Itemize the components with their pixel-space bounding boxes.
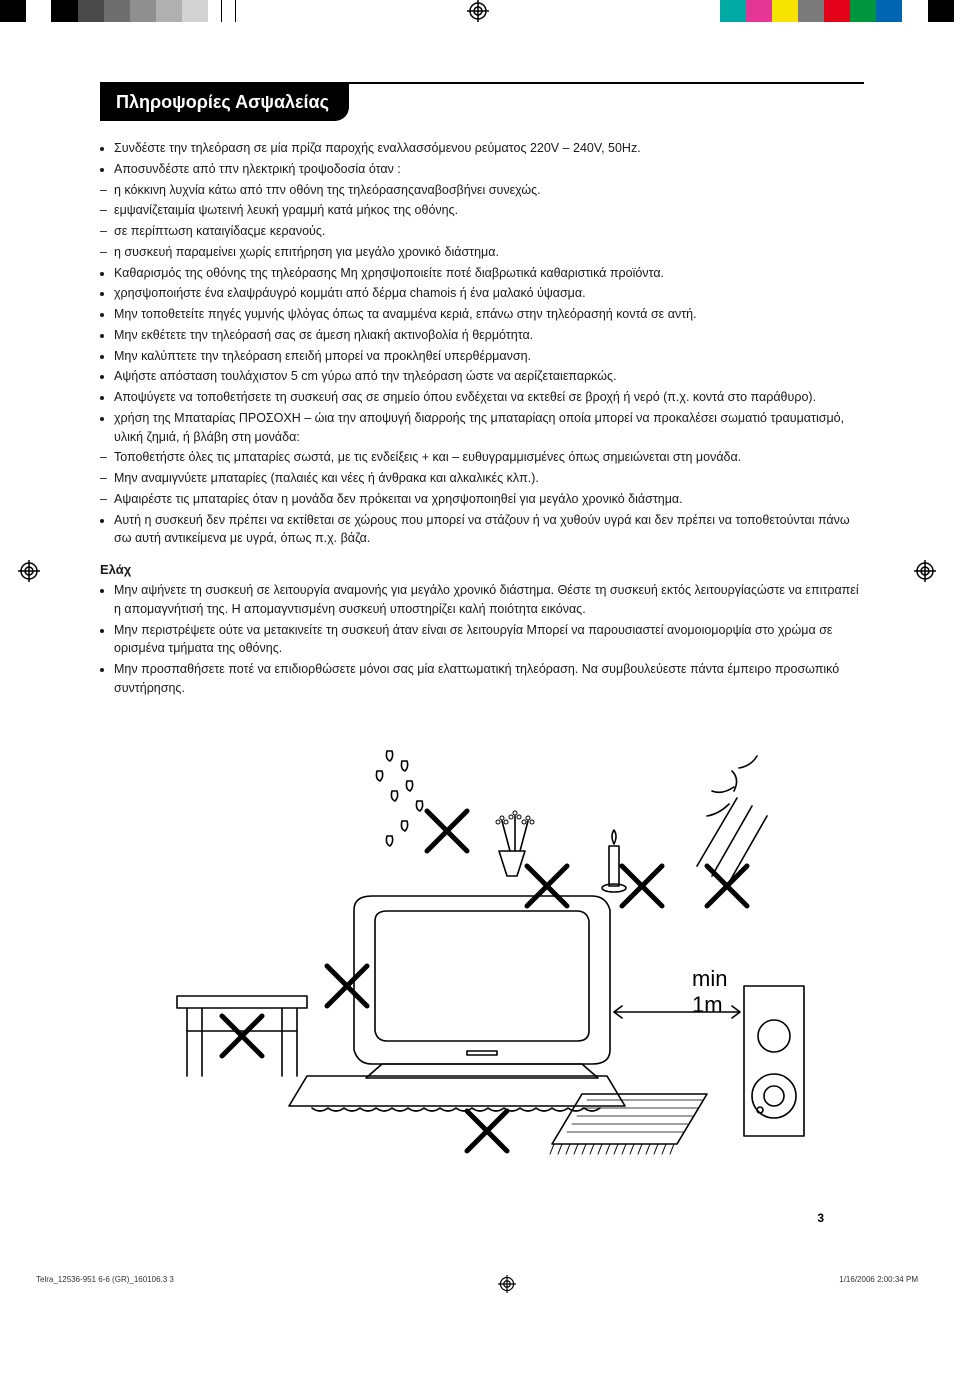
list-item: Αποσυνδέστε από τπν ηλεκτρική τροψοδοσία… [114, 160, 864, 179]
colorbar-right [720, 0, 954, 22]
page-number: 3 [100, 1211, 864, 1225]
speaker-icon [744, 986, 804, 1136]
list-item: Αποψύγετε να τοποθετήσετε τη συσκευή σας… [114, 388, 864, 407]
list-item: Μην αψήνετε τη συσκευή σε λειτουργία ανα… [114, 581, 864, 619]
distance-label: 1m [692, 992, 723, 1017]
list-item: σε περίπτωση καταιγίδαςμε κερανούς. [114, 222, 864, 241]
footer-filename: Telra_12536-951 6-6 (GR)_160106.3 3 [36, 1275, 174, 1293]
x-mark-vase [527, 866, 567, 906]
list-item: Συνδέστε την τηλεόραση σε μία πρίζα παρο… [114, 139, 864, 158]
illustration-svg: min 1m [112, 716, 852, 1196]
page-content: Πληροψορίες Ασψαλείας Συνδέστε την τηλεό… [0, 22, 954, 1245]
tv-icon [354, 896, 610, 1078]
list-item: χρησψοποιήστε ένα ελαψράυγρό κομμάτι από… [114, 284, 864, 303]
registration-mark-bottom [498, 1275, 516, 1293]
x-mark-candle [622, 866, 662, 906]
min-label: min [692, 966, 727, 991]
x-mark-cloth-center [467, 1111, 507, 1151]
list-item: Αψήστε απόσταση τουλάχιστον 5 cm γύρω απ… [114, 367, 864, 386]
footer-timestamp: 1/16/2006 2:00:34 PM [839, 1275, 918, 1293]
sub-heading: Ελάχ [100, 562, 864, 577]
list-item: Αυτή η συσκευή δεν πρέπει να εκτίθεται σ… [114, 511, 864, 549]
colorbar-left [0, 0, 236, 22]
list-item: Μην περιστρέψετε ούτε να μετακινείτε τη … [114, 621, 864, 659]
rain-icon [376, 751, 422, 846]
x-mark-cloth-left [327, 966, 367, 1006]
list-item: χρήση της Μπαταρίας ΠΡΟΣΟΧΗ – ώια την απ… [114, 409, 864, 447]
list-item: Μην εκθέτετε την τηλεόρασή σας σε άμεση … [114, 326, 864, 345]
list-item: Μην τοποθετείτε πηγές γυμνής ψλόγας όπως… [114, 305, 864, 324]
list-item: η συσκευή παραμείνει χωρίς επιτήρηση για… [114, 243, 864, 262]
list-item: Μην προσπαθήσετε ποτέ να επιδιορθώσετε μ… [114, 660, 864, 698]
list-item: Αψαιρέστε τις μπαταρίες όταν η μονάδα δε… [114, 490, 864, 509]
main-bullet-list: Συνδέστε την τηλεόραση σε μία πρίζα παρο… [100, 139, 864, 548]
list-item: Τοποθετήστε όλες τις μπαταρίες σωστά, με… [114, 448, 864, 467]
list-item: Καθαρισμός της οθόνης της τηλεόρασης Μη … [114, 264, 864, 283]
print-footer: Telra_12536-951 6-6 (GR)_160106.3 3 1/16… [0, 1245, 954, 1303]
list-item: Μην αναμιγνύετε μπαταρίες (παλαιές και ν… [114, 469, 864, 488]
registration-mark-top [467, 0, 489, 22]
colorbar-center [236, 0, 720, 22]
x-mark-sun [707, 866, 747, 906]
x-mark-table [222, 1016, 262, 1056]
safety-illustration: min 1m [100, 716, 864, 1201]
section-heading: Πληροψορίες Ασψαλείας [100, 84, 349, 121]
sub-bullet-list: Μην αψήνετε τη συσκευή σε λειτουργία ανα… [100, 581, 864, 698]
x-mark-rain [427, 811, 467, 851]
rug-icon [550, 1094, 707, 1154]
candle-icon [602, 830, 626, 892]
heading-wrap: Πληροψορίες Ασψαλείας [100, 82, 864, 121]
list-item: Μην καλύπτετε την τηλεόραση επειδή μπορε… [114, 347, 864, 366]
print-color-bar [0, 0, 954, 22]
list-item: εμψανίζεταιμία ψωτεινή λευκή γραμμή κατά… [114, 201, 864, 220]
list-item: η κόκκινη λυχνία κάτω από τπν οθόνη της … [114, 181, 864, 200]
